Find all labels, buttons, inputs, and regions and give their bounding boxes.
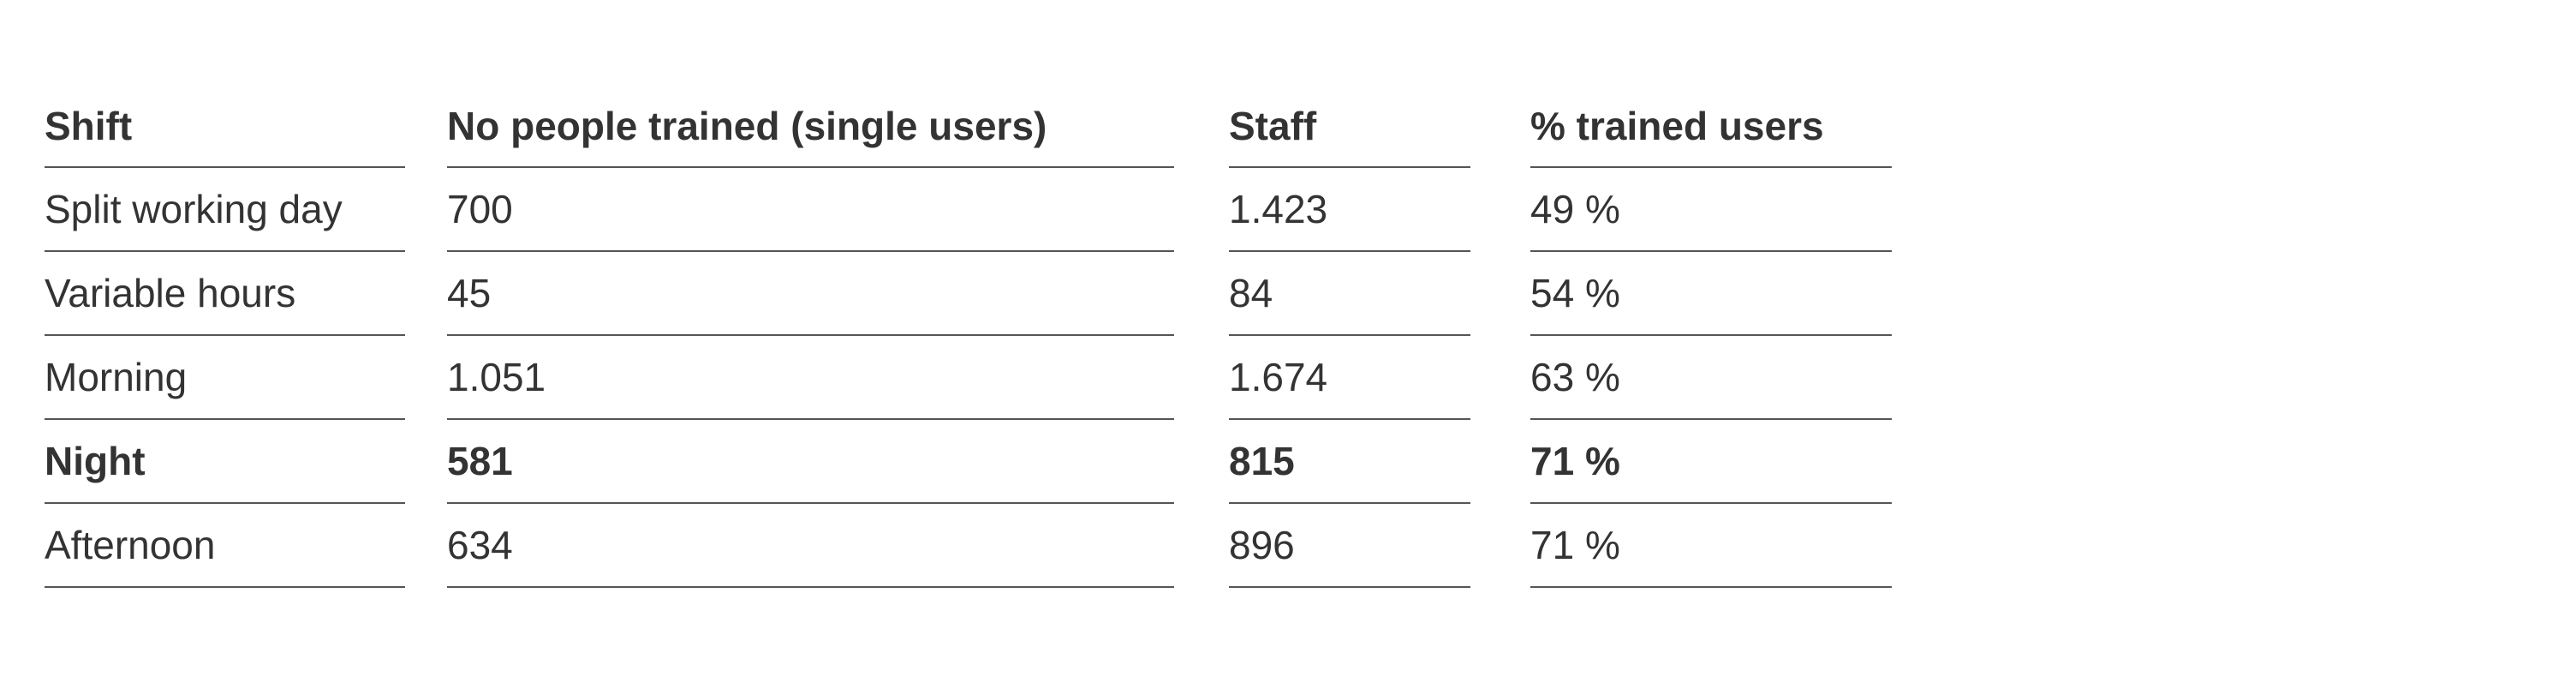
table-cell-trained-highlighted: 581 bbox=[447, 420, 1174, 504]
table-cell-trained: 1.051 bbox=[447, 336, 1174, 420]
table-cell-percent: 71 % bbox=[1530, 504, 1892, 588]
table-cell-shift-highlighted: Night bbox=[45, 420, 405, 504]
table-cell-percent: 63 % bbox=[1530, 336, 1892, 420]
table-cell-staff: 1.423 bbox=[1229, 168, 1470, 252]
table-cell-staff: 84 bbox=[1229, 252, 1470, 336]
column-header-shift: Shift bbox=[45, 86, 405, 168]
table-cell-percent-highlighted: 71 % bbox=[1530, 420, 1892, 504]
table-cell-trained: 45 bbox=[447, 252, 1174, 336]
table-cell-shift: Morning bbox=[45, 336, 405, 420]
table-cell-staff-highlighted: 815 bbox=[1229, 420, 1470, 504]
table-cell-trained: 700 bbox=[447, 168, 1174, 252]
table-cell-percent: 49 % bbox=[1530, 168, 1892, 252]
table-cell-shift: Split working day bbox=[45, 168, 405, 252]
column-header-staff: Staff bbox=[1229, 86, 1470, 168]
column-header-percent: % trained users bbox=[1530, 86, 1892, 168]
table-cell-trained: 634 bbox=[447, 504, 1174, 588]
table-cell-staff: 896 bbox=[1229, 504, 1470, 588]
table-cell-percent: 54 % bbox=[1530, 252, 1892, 336]
column-header-trained: No people trained (single users) bbox=[447, 86, 1174, 168]
table-cell-shift: Variable hours bbox=[45, 252, 405, 336]
table-cell-shift: Afternoon bbox=[45, 504, 405, 588]
table-cell-staff: 1.674 bbox=[1229, 336, 1470, 420]
